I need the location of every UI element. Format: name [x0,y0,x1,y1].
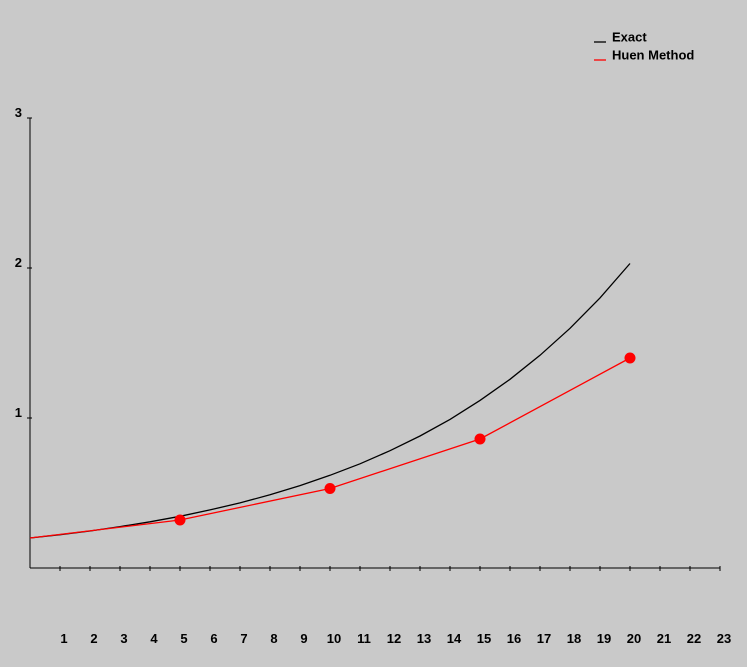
y-tick-label: 2 [15,255,22,270]
x-tick-label: 14 [447,631,462,646]
x-tick-label: 21 [657,631,671,646]
legend-label: Huen Method [612,48,694,63]
data-point-marker [474,433,486,445]
x-tick-label: 4 [150,631,158,646]
x-tick-label: 19 [597,631,611,646]
x-tick-label: 11 [357,631,371,646]
x-tick-label: 10 [327,631,341,646]
x-tick-label: 18 [567,631,581,646]
x-tick-label: 3 [120,631,127,646]
x-tick-label: 9 [300,631,307,646]
legend-label: Exact [612,30,647,45]
data-point-marker [174,514,186,526]
x-tick-label: 12 [387,631,401,646]
x-tick-label: 13 [417,631,431,646]
x-tick-label: 20 [627,631,641,646]
x-tick-label: 5 [180,631,187,646]
x-tick-label: 7 [240,631,247,646]
x-tick-label: 1 [60,631,67,646]
x-tick-label: 23 [717,631,731,646]
series-line-exact [29,263,631,539]
plot-area [29,263,636,539]
x-tick-label: 15 [477,631,491,646]
x-tick-label: 16 [507,631,521,646]
x-tick-label: 17 [537,631,551,646]
x-tick-label: 2 [90,631,97,646]
x-tick-label: 6 [210,631,217,646]
y-tick-label: 3 [15,105,22,120]
legend: Exact Huen Method [594,30,694,63]
y-tick-label: 1 [15,405,22,420]
x-tick-label: 22 [687,631,701,646]
series-line-huen-method [29,357,631,539]
data-point-marker [324,483,336,494]
x-tick-label: 8 [270,631,277,646]
data-point-marker [624,352,636,364]
